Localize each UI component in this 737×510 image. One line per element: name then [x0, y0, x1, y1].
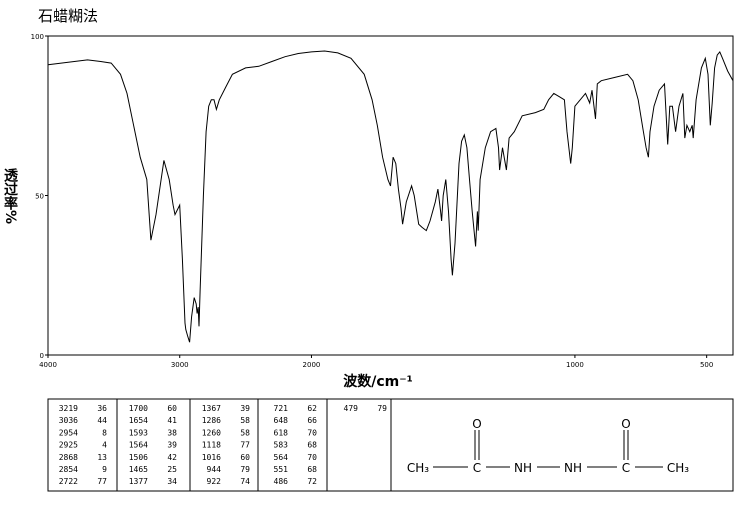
- peak-transmittance: 74: [240, 477, 250, 486]
- peak-wavenumber: 618: [274, 428, 289, 437]
- peak-transmittance: 36: [97, 404, 107, 413]
- peak-transmittance: 41: [167, 416, 177, 425]
- peak-transmittance: 34: [167, 477, 177, 486]
- peak-wavenumber: 486: [274, 477, 289, 486]
- peak-transmittance: 62: [307, 404, 317, 413]
- y-tick-label: 50: [35, 193, 44, 201]
- peak-wavenumber: 1377: [129, 477, 148, 486]
- peak-wavenumber: 922: [207, 477, 222, 486]
- peak-transmittance: 39: [240, 404, 250, 413]
- atom-label: NH: [564, 461, 582, 475]
- peak-transmittance: 60: [240, 453, 250, 462]
- peak-wavenumber: 1564: [129, 441, 148, 450]
- peak-wavenumber: 3219: [59, 404, 78, 413]
- y-tick-label: 0: [40, 352, 44, 360]
- peak-wavenumber: 1593: [129, 428, 148, 437]
- x-tick-label: 4000: [39, 361, 57, 369]
- peak-transmittance: 79: [240, 465, 250, 474]
- atom-label: C: [473, 461, 481, 475]
- peak-transmittance: 66: [307, 416, 317, 425]
- peak-wavenumber: 1506: [129, 453, 148, 462]
- peak-transmittance: 9: [102, 465, 107, 474]
- peak-transmittance: 39: [167, 441, 177, 450]
- peak-wavenumber: 1367: [202, 404, 221, 413]
- peak-wavenumber: 1286: [202, 416, 221, 425]
- peak-wavenumber: 1465: [129, 465, 148, 474]
- peak-transmittance: 72: [307, 477, 317, 486]
- peak-wavenumber: 721: [274, 404, 289, 413]
- y-tick-label: 100: [31, 33, 44, 41]
- peak-transmittance: 79: [377, 404, 387, 413]
- peak-transmittance: 60: [167, 404, 177, 413]
- x-tick-label: 500: [700, 361, 713, 369]
- peak-transmittance: 68: [307, 441, 317, 450]
- peak-wavenumber: 2868: [59, 453, 78, 462]
- x-tick-label: 2000: [303, 361, 321, 369]
- x-tick-label: 3000: [171, 361, 189, 369]
- atom-label: CH₃: [407, 461, 429, 475]
- peak-wavenumber: 583: [274, 441, 289, 450]
- peak-transmittance: 8: [102, 428, 107, 437]
- atom-label: O: [472, 417, 481, 431]
- peak-wavenumber: 1118: [202, 441, 221, 450]
- peak-transmittance: 58: [240, 416, 250, 425]
- peak-wavenumber: 2954: [59, 428, 78, 437]
- peak-transmittance: 70: [307, 453, 317, 462]
- atom-label: C: [622, 461, 630, 475]
- peak-wavenumber: 551: [274, 465, 289, 474]
- x-tick-label: 1000: [566, 361, 584, 369]
- peak-transmittance: 44: [97, 416, 107, 425]
- peak-wavenumber: 1700: [129, 404, 148, 413]
- peak-wavenumber: 648: [274, 416, 289, 425]
- plot-frame: [47, 35, 734, 356]
- atom-label: NH: [514, 461, 532, 475]
- peak-transmittance: 58: [240, 428, 250, 437]
- peak-wavenumber: 944: [207, 465, 222, 474]
- spectrum-line: [47, 50, 734, 343]
- peak-wavenumber: 3036: [59, 416, 78, 425]
- peak-wavenumber: 1260: [202, 428, 221, 437]
- peak-wavenumber: 2722: [59, 477, 78, 486]
- x-axis-label: 波数/cm⁻¹: [343, 373, 413, 390]
- peak-wavenumber: 479: [344, 404, 359, 413]
- peak-wavenumber: 564: [274, 453, 289, 462]
- peak-transmittance: 77: [97, 477, 107, 486]
- peak-transmittance: 68: [307, 465, 317, 474]
- y-axis-label: 透过率%: [2, 168, 18, 224]
- peak-transmittance: 77: [240, 441, 250, 450]
- peak-transmittance: 4: [102, 441, 107, 450]
- peak-transmittance: 13: [97, 453, 107, 462]
- peak-wavenumber: 1016: [202, 453, 221, 462]
- peak-transmittance: 25: [167, 465, 177, 474]
- structure: [433, 430, 663, 468]
- peak-wavenumber: 2925: [59, 441, 78, 450]
- chart-title: 石蜡糊法: [38, 7, 98, 25]
- peak-transmittance: 70: [307, 428, 317, 437]
- peak-wavenumber: 1654: [129, 416, 148, 425]
- atom-label: CH₃: [667, 461, 689, 475]
- peak-wavenumber: 2854: [59, 465, 78, 474]
- peak-transmittance: 38: [167, 428, 177, 437]
- peak-transmittance: 42: [167, 453, 177, 462]
- atom-label: O: [621, 417, 630, 431]
